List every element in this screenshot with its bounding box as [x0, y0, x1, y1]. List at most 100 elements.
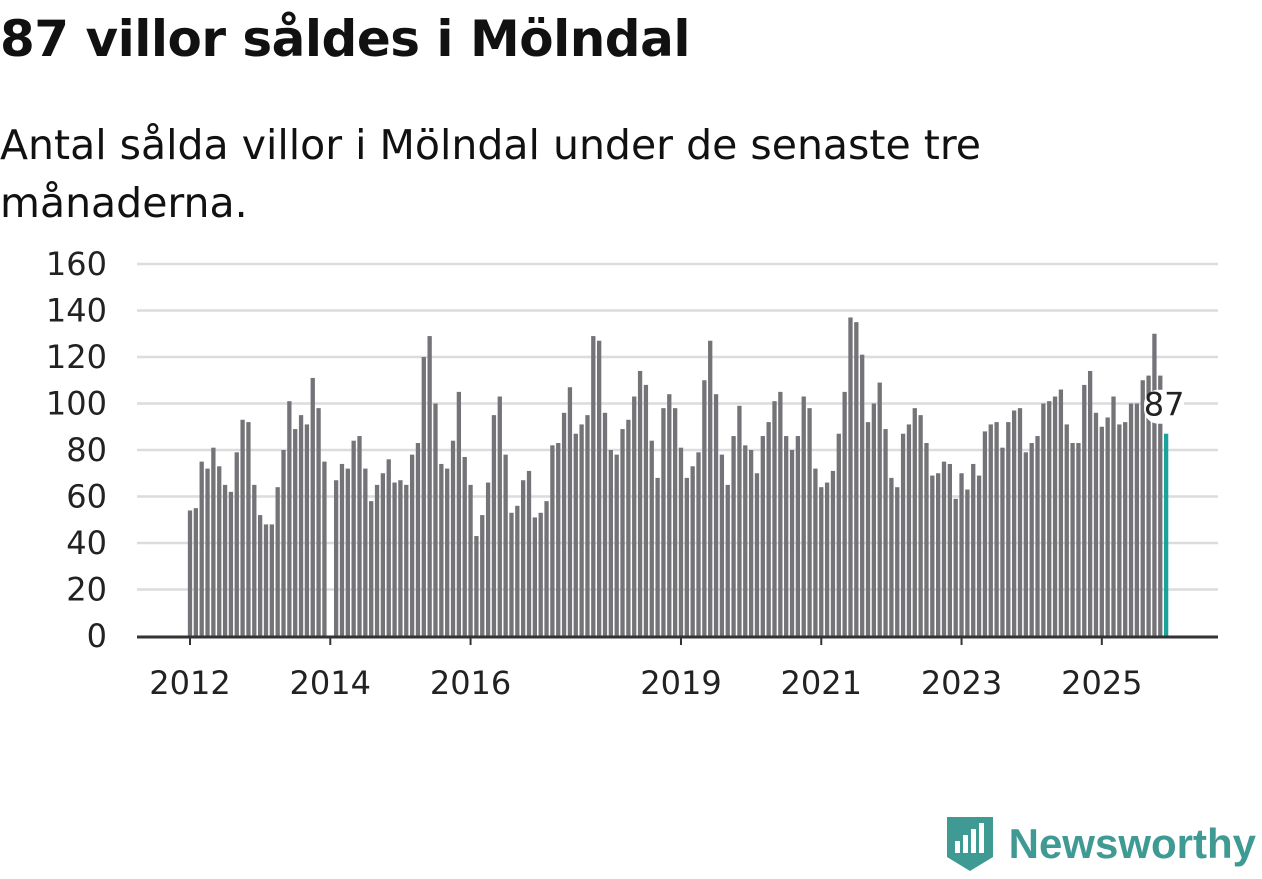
bar: [561, 412, 567, 636]
newsworthy-logo-icon: [946, 817, 993, 871]
bar: [386, 459, 391, 636]
bar: [1158, 375, 1163, 636]
bar: [462, 456, 467, 636]
bar: [591, 336, 596, 636]
bar: [860, 354, 865, 636]
bar: [1111, 396, 1116, 636]
bar: [199, 461, 204, 636]
bar: [304, 424, 310, 636]
bar: [333, 480, 339, 636]
bar: [1146, 375, 1151, 636]
bar: [713, 394, 719, 636]
bar: [585, 415, 590, 636]
bar: [620, 429, 625, 636]
bar: [485, 482, 491, 636]
bar: [819, 487, 824, 636]
bar: [1006, 422, 1011, 636]
bar: [725, 484, 730, 636]
bar: [900, 433, 906, 636]
bar: [351, 440, 356, 636]
x-axis-labels: 2012 2014 2016 2019 2021 2023 2025: [149, 664, 1142, 702]
bar: [526, 470, 532, 636]
bar: [784, 436, 789, 636]
bar: [573, 433, 578, 636]
x-tick-label: 2023: [921, 664, 1002, 702]
bars: [187, 317, 1169, 636]
bar: [474, 536, 479, 636]
bar: [1000, 447, 1005, 636]
bar: [187, 510, 193, 636]
bar: [824, 482, 830, 636]
bar: [626, 419, 631, 636]
bar: [807, 408, 812, 636]
bar: [246, 422, 251, 636]
bar: [1058, 389, 1064, 636]
bar: [708, 340, 713, 636]
bar: [789, 450, 795, 636]
bar: [842, 391, 847, 636]
bar: [421, 357, 426, 636]
bar: [795, 436, 801, 636]
bar: [322, 461, 327, 636]
bar: [217, 466, 222, 636]
bar: [936, 473, 941, 636]
bar: [1070, 443, 1075, 636]
bar: [269, 524, 274, 636]
bar: [468, 484, 473, 636]
bar: [579, 424, 584, 636]
bar: [854, 322, 859, 636]
bar: [918, 415, 923, 636]
bar: [439, 463, 444, 636]
bar: [766, 422, 771, 636]
x-tick-label: 2021: [781, 664, 862, 702]
bar: [643, 384, 649, 636]
y-axis-labels: 0 20 40 60 80 100 120 140 160: [46, 245, 107, 655]
y-tick-label: 100: [46, 385, 107, 423]
y-tick-label: 0: [87, 617, 107, 655]
bar: [398, 480, 403, 636]
bar: [719, 454, 725, 636]
bar: [982, 431, 988, 636]
bar: [427, 336, 432, 636]
bar: [1140, 380, 1145, 636]
bar: [1093, 412, 1099, 636]
y-tick-label: 60: [66, 478, 107, 516]
bar: [743, 445, 748, 636]
bar: [778, 391, 783, 636]
bar: [298, 415, 304, 636]
bar: [345, 468, 350, 636]
bar: [865, 422, 871, 636]
newsworthy-logo: Newsworthy: [945, 815, 1256, 873]
bar: [830, 470, 836, 636]
bar: [672, 408, 678, 636]
bar: [696, 452, 701, 636]
bar: [567, 387, 573, 636]
chart-subtitle: Antal sålda villor i Mölndal under de se…: [0, 121, 981, 227]
x-tick-label: 2012: [149, 664, 230, 702]
bar: [450, 440, 456, 636]
bar: [994, 422, 999, 636]
y-tick-label: 20: [66, 571, 107, 609]
bar: [433, 403, 438, 636]
bar: [678, 447, 684, 636]
bar: [1082, 384, 1087, 636]
bar: [614, 454, 619, 636]
bar: [228, 491, 234, 636]
bar: [234, 452, 239, 636]
bar: [976, 475, 982, 636]
bar: [895, 487, 900, 636]
bar: [193, 508, 198, 636]
bar: [959, 473, 964, 636]
x-axis: [137, 635, 1218, 645]
bar: [263, 524, 269, 636]
bar: [252, 484, 257, 636]
bar: [1047, 401, 1052, 636]
bar: [1011, 410, 1017, 636]
bar: [1123, 422, 1128, 636]
y-tick-label: 140: [46, 292, 107, 330]
x-tick-label: 2016: [430, 664, 511, 702]
bar: [257, 515, 263, 636]
bar: [491, 415, 497, 636]
bar: [240, 419, 245, 636]
